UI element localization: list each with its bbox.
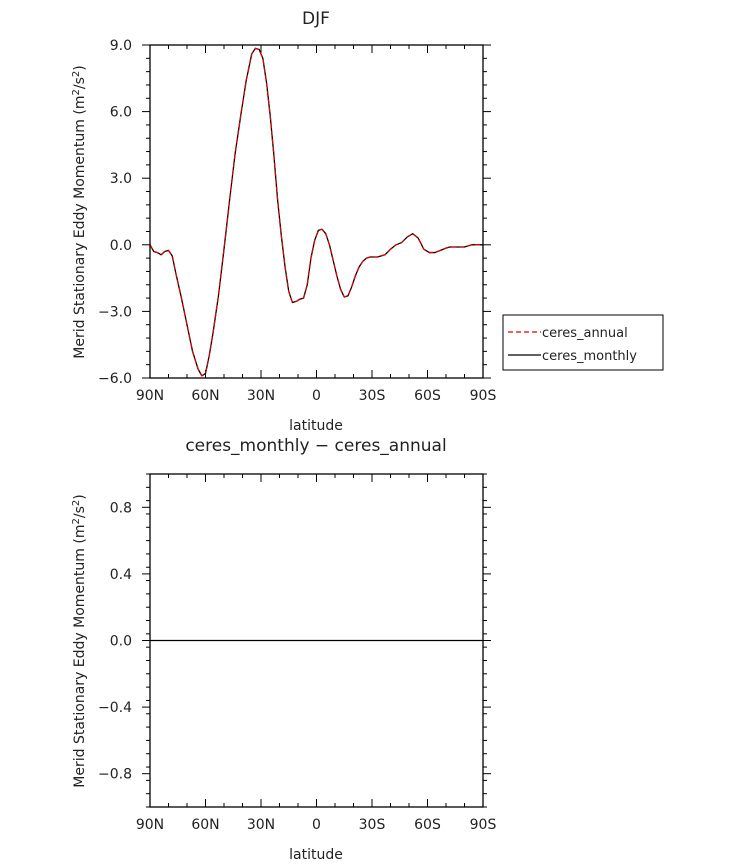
x-tick-label: 60N — [191, 817, 219, 833]
bottom-chart-y-axis-title: Merid Stationary Eddy Momentum (m2/s2) — [71, 494, 89, 787]
top-chart-x-tick-labels: 90N 60N 30N 0 30S 60S 90S — [136, 388, 497, 404]
series-line-ceres-monthly — [150, 47, 483, 377]
x-tick-label: 0 — [312, 817, 321, 833]
top-chart-ticks — [142, 44, 491, 379]
bottom-chart-x-axis-title: latitude — [289, 847, 343, 863]
y-tick-label: 9.0 — [110, 38, 132, 54]
x-tick-label: 30N — [247, 388, 275, 404]
legend-label-ceres-monthly: ceres_monthly — [542, 349, 637, 364]
legend-label-ceres-annual: ceres_annual — [542, 326, 628, 341]
top-y-title-sup1: 2 — [71, 89, 82, 95]
x-tick-label: 30N — [247, 817, 275, 833]
y-tick-label: −6.0 — [98, 371, 132, 387]
top-y-title-suffix: ) — [72, 65, 88, 70]
y-tick-label: −0.8 — [98, 767, 132, 783]
top-chart-frame — [149, 44, 484, 379]
bottom-chart-title: ceres_monthly − ceres_annual — [185, 436, 446, 456]
legend-box — [502, 314, 664, 371]
y-tick-label: −0.4 — [98, 700, 132, 716]
x-tick-label: 90N — [136, 817, 164, 833]
x-tick-label: 90S — [470, 388, 497, 404]
bottom-chart-frame — [149, 473, 484, 808]
y-tick-label: 0.0 — [110, 634, 132, 650]
bottom-y-title-sup2: 2 — [71, 500, 82, 506]
bottom-y-title-mid: /s — [72, 506, 88, 518]
top-chart-y-tick-labels: −6.0 −3.0 0.0 3.0 6.0 9.0 — [98, 38, 132, 387]
top-y-title-sup2: 2 — [71, 71, 82, 77]
x-tick-label: 30S — [359, 388, 386, 404]
y-tick-label: 0.4 — [110, 567, 132, 583]
x-tick-label: 90S — [470, 817, 497, 833]
y-tick-label: 6.0 — [110, 105, 132, 121]
top-y-title-prefix: Merid Stationary Eddy Momentum (m — [72, 96, 88, 359]
bottom-chart-ticks — [142, 473, 491, 808]
x-tick-label: 60N — [191, 388, 219, 404]
top-chart-x-axis-title: latitude — [289, 418, 343, 434]
bottom-chart-y-tick-labels: −0.8 −0.4 0.0 0.4 0.8 — [98, 500, 132, 782]
bottom-chart-plot-area — [142, 473, 491, 808]
top-chart-title: DJF — [302, 9, 330, 29]
top-chart-series-group — [150, 47, 483, 377]
x-tick-label: 0 — [312, 388, 321, 404]
y-tick-label: −3.0 — [98, 304, 132, 320]
bottom-y-title-sup1: 2 — [71, 518, 82, 524]
bottom-chart-x-tick-labels: 90N 60N 30N 0 30S 60S 90S — [136, 817, 497, 833]
x-tick-label: 60S — [414, 817, 441, 833]
top-chart-panel: DJF 90N 60N 30N 0 30S 60S 90S −6.0 −3.0 0.0 3.0 6.… — [71, 9, 664, 434]
y-tick-label: 3.0 — [110, 171, 132, 187]
legend: ceres_annual ceres_monthly — [502, 314, 664, 371]
bottom-chart-panel: ceres_monthly − ceres_annual 90N 60N 30N 0 3… — [71, 436, 497, 863]
bottom-y-title-prefix: Merid Stationary Eddy Momentum (m — [72, 525, 88, 788]
bottom-y-title-suffix: ) — [72, 494, 88, 499]
top-y-title-mid: /s — [72, 77, 88, 89]
x-tick-label: 90N — [136, 388, 164, 404]
x-tick-label: 30S — [359, 817, 386, 833]
top-chart-plot-area — [142, 44, 491, 379]
y-tick-label: 0.0 — [110, 238, 132, 254]
y-tick-label: 0.8 — [110, 500, 132, 516]
top-chart-y-axis-title: Merid Stationary Eddy Momentum (m2/s2) — [71, 65, 89, 358]
x-tick-label: 60S — [414, 388, 441, 404]
series-line-ceres-annual — [150, 47, 483, 377]
